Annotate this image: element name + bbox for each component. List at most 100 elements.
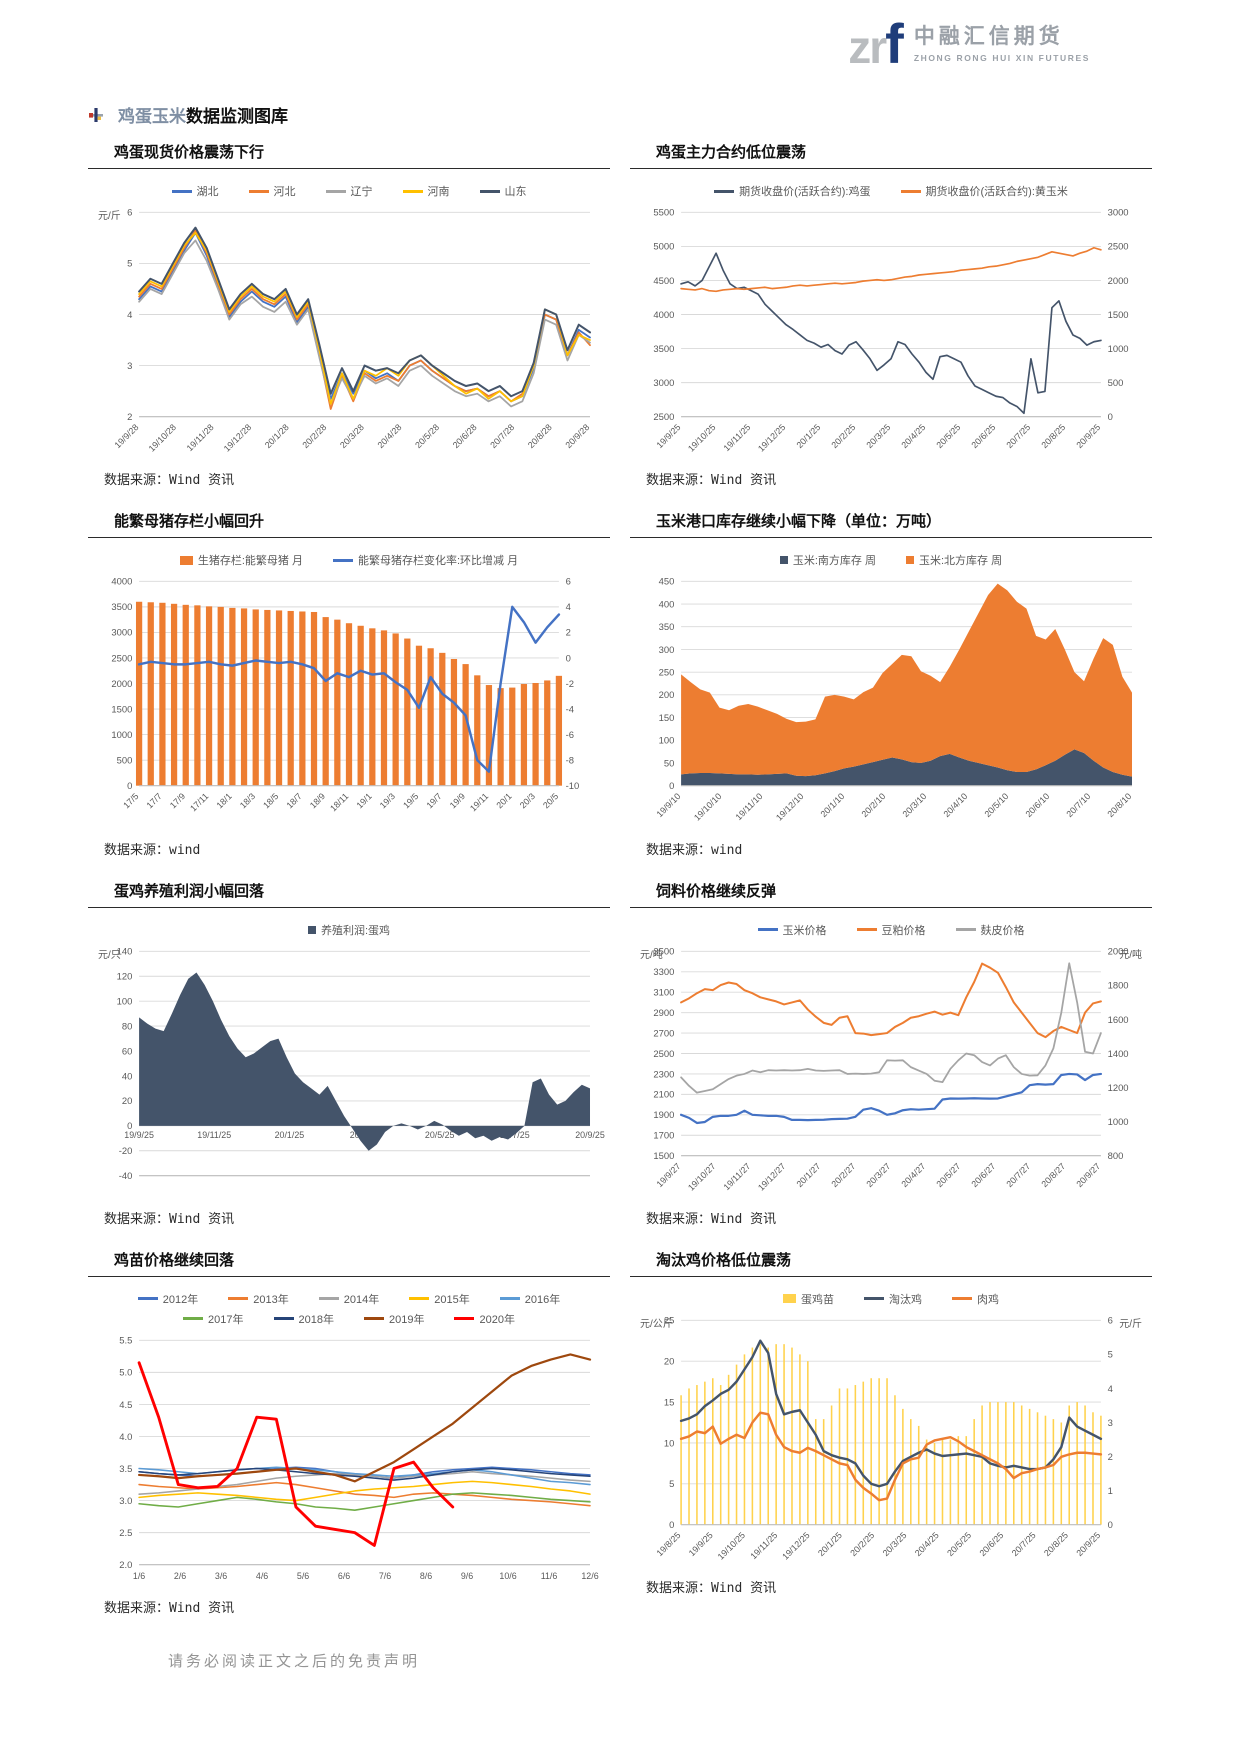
svg-text:500: 500 [1108, 378, 1124, 389]
svg-text:20/9/28: 20/9/28 [563, 422, 591, 450]
svg-text:2000: 2000 [1108, 946, 1129, 957]
svg-text:6: 6 [566, 577, 571, 588]
svg-text:20/1/28: 20/1/28 [263, 422, 291, 450]
svg-text:20/6/28: 20/6/28 [451, 422, 479, 450]
chart-svg: 6 5 4 3 219/9/28 19/10/28 19/11/28 19/12/28 20/1… [112, 208, 591, 454]
svg-text:11/6: 11/6 [541, 1571, 558, 1581]
svg-text:20/7/25: 20/7/25 [500, 1130, 530, 1140]
svg-text:-10: -10 [566, 781, 580, 792]
legend-swatch-icon [479, 189, 500, 193]
svg-text:17/7: 17/7 [145, 791, 164, 810]
svg-text:19/10/25: 19/10/25 [716, 1530, 748, 1562]
svg-text:20/9/25: 20/9/25 [1074, 1530, 1102, 1558]
svg-text:3000: 3000 [1108, 208, 1129, 219]
chart-grid: 鸡蛋现货价格震荡下行 湖北 河北 辽宁 河南 山东 元/斤 6 5 4 3 2 19/9/28 19/1… [88, 141, 1152, 1616]
svg-text:2500: 2500 [653, 1048, 674, 1059]
chart-title: 玉米港口库存继续小幅下降（单位：万吨） [656, 513, 942, 531]
svg-text:20/4/28: 20/4/28 [376, 422, 404, 450]
title-divider [88, 1275, 610, 1277]
svg-text:3/6: 3/6 [215, 1571, 227, 1581]
chart-svg: 5.5 5.0 4.5 4.0 3.5 3.0 2.5 2.01/6 2/6 3/6 4/6 5/6 6… [119, 1336, 598, 1581]
chart-section-feed-price: 饲料价格继续反弹 玉米价格 豆粕价格 麸皮价格 元/吨 元/吨 3500 3300 3100 2… [630, 880, 1152, 1227]
svg-text:1000: 1000 [1108, 344, 1129, 355]
svg-text:19/12/25: 19/12/25 [756, 422, 788, 454]
svg-text:4000: 4000 [653, 310, 674, 321]
svg-text:6: 6 [127, 208, 132, 219]
svg-text:1700: 1700 [653, 1130, 674, 1141]
svg-text:19/7: 19/7 [424, 791, 443, 810]
axis-unit-left: 元/吨 [640, 949, 663, 961]
svg-text:19/11/28: 19/11/28 [185, 422, 216, 453]
legend-swatch-icon [864, 1297, 884, 1301]
svg-text:20/5/25: 20/5/25 [425, 1130, 455, 1140]
svg-text:20/2/27: 20/2/27 [829, 1161, 857, 1189]
legend-swatch-icon [900, 189, 921, 193]
svg-text:20/7/10: 20/7/10 [1064, 791, 1092, 819]
svg-text:2500: 2500 [1108, 242, 1129, 253]
chart-svg: 3500 3300 3100 2900 2700 2500 2300 2100 1900 1700… [653, 946, 1129, 1192]
svg-text:19/11/27: 19/11/27 [721, 1161, 752, 1192]
svg-text:19/9/25: 19/9/25 [124, 1130, 154, 1140]
svg-text:20/7/28: 20/7/28 [488, 422, 516, 450]
data-source: 数据来源：wind [646, 842, 743, 858]
svg-text:20/1/25: 20/1/25 [275, 1130, 305, 1140]
svg-text:17/11: 17/11 [188, 791, 210, 813]
legend-item: 蛋鸡苗 [783, 1291, 834, 1307]
svg-text:1500: 1500 [111, 705, 132, 716]
data-source: 数据来源：Wind 资讯 [646, 473, 777, 489]
chart-canvas: 养殖利润:蛋鸡 元/只 140 120 100 80 60 40 20 0 -20 -40 19/9/2… [88, 912, 610, 1202]
svg-text:19/9/27: 19/9/27 [654, 1161, 682, 1189]
svg-text:2/6: 2/6 [174, 1571, 186, 1581]
chart-title: 能繁母猪存栏小幅回升 [114, 513, 265, 531]
svg-text:2900: 2900 [653, 1008, 674, 1019]
chart-legend: 养殖利润:蛋鸡 [88, 912, 610, 938]
chart-legend: 蛋鸡苗 淘汰鸡 肉鸡 [630, 1281, 1152, 1307]
legend-swatch-icon [333, 558, 353, 562]
svg-text:2500: 2500 [653, 412, 674, 423]
chart-canvas: 蛋鸡苗 淘汰鸡 肉鸡 元/公斤 元/斤 25 20 15 10 5 0 6 5 4 3 2 1 0 19/8/25 1… [630, 1281, 1152, 1571]
chart-section-corn-port-inventory: 玉米港口库存继续小幅下降（单位：万吨） 玉米:南方库存 周 玉米:北方库存 周 45… [630, 510, 1152, 858]
svg-text:2: 2 [566, 628, 571, 639]
svg-text:50: 50 [664, 759, 675, 770]
svg-text:150: 150 [659, 713, 675, 724]
svg-text:100: 100 [117, 996, 133, 1007]
svg-text:4/6: 4/6 [256, 1571, 268, 1581]
logo-f: f [885, 12, 904, 76]
chart-legend: 玉米价格 豆粕价格 麸皮价格 [630, 912, 1152, 938]
svg-text:60: 60 [122, 1046, 133, 1057]
legend-label: 玉米:南方库存 周 [792, 555, 876, 568]
legend-swatch-icon [779, 556, 788, 565]
legend-swatch-icon [952, 1297, 972, 1301]
svg-text:250: 250 [659, 668, 675, 679]
legend-label: 生猪存栏:能繁母猪 月 [197, 555, 303, 568]
chart-svg: 5500500045004000350030002500300025002000… [653, 208, 1129, 454]
legend-item: 2016年 [499, 1291, 560, 1307]
svg-text:20/7/27: 20/7/27 [1004, 1161, 1032, 1189]
svg-text:3500: 3500 [653, 946, 674, 957]
svg-text:19/10/28: 19/10/28 [147, 422, 179, 454]
legend-swatch-icon [273, 1317, 294, 1321]
svg-text:2100: 2100 [653, 1089, 674, 1100]
svg-text:20/9/25: 20/9/25 [1074, 422, 1102, 450]
svg-text:1800: 1800 [1108, 980, 1129, 991]
svg-text:120: 120 [117, 971, 133, 982]
legend-label: 2019年 [389, 1313, 425, 1326]
svg-text:-4: -4 [566, 705, 574, 716]
svg-text:7/6: 7/6 [379, 1571, 391, 1581]
svg-text:3: 3 [1108, 1418, 1113, 1429]
data-source: 数据来源：Wind 资讯 [104, 473, 235, 489]
legend-label: 期货收盘价(活跃合约):黄玉米 [925, 186, 1068, 198]
svg-text:-20: -20 [119, 1146, 133, 1157]
chart-section-egg-spot: 鸡蛋现货价格震荡下行 湖北 河北 辽宁 河南 山东 元/斤 6 5 4 3 2 19/9/28 19/1… [88, 141, 610, 488]
legend-swatch-icon [402, 189, 423, 193]
svg-text:20/9/27: 20/9/27 [1074, 1161, 1102, 1189]
svg-text:19/9/28: 19/9/28 [112, 422, 140, 450]
chart-canvas: 期货收盘价(活跃合约):鸡蛋 期货收盘价(活跃合约):黄玉米 5500 5000 450… [630, 173, 1152, 463]
data-source: 数据来源：Wind 资讯 [104, 1601, 235, 1617]
legend-label: 2014年 [343, 1293, 380, 1306]
axis-unit-right: 元/斤 [1119, 1318, 1142, 1330]
svg-text:400: 400 [659, 600, 675, 611]
svg-text:2300: 2300 [653, 1069, 674, 1080]
svg-text:5.5: 5.5 [119, 1336, 132, 1347]
